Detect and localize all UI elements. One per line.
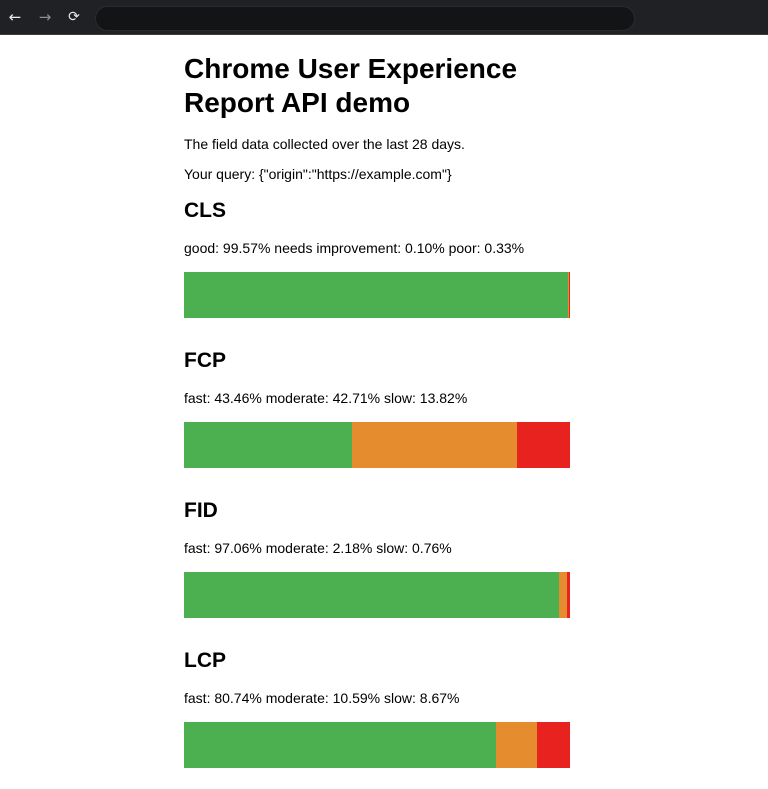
- forward-arrow-icon[interactable]: →: [38, 8, 52, 26]
- bar-segment-fast: [184, 722, 496, 768]
- page-title: Chrome User Experience Report API demo: [184, 53, 518, 118]
- metric-lcp: LCP fast: 80.74% moderate: 10.59% slow: …: [184, 648, 584, 768]
- metric-heading: LCP: [184, 649, 226, 672]
- page-content: Chrome User Experience Report API demo T…: [184, 52, 584, 768]
- metric-cls: CLS good: 99.57% needs improvement: 0.10…: [184, 198, 584, 318]
- page-description: The field data collected over the last 2…: [184, 136, 465, 152]
- bar-segment-moderate: [495, 722, 537, 768]
- metric-distribution-text: fast: 97.06% moderate: 2.18% slow: 0.76%: [184, 540, 452, 556]
- address-bar[interactable]: [95, 6, 635, 31]
- bar-segment-poor: [568, 272, 570, 318]
- bar-segment-fast: [184, 422, 352, 468]
- metric-heading: FCP: [184, 349, 226, 372]
- metric-distribution-text: fast: 43.46% moderate: 42.71% slow: 13.8…: [184, 390, 468, 406]
- metric-distribution-text: fast: 80.74% moderate: 10.59% slow: 8.67…: [184, 690, 460, 706]
- distribution-bar: [184, 422, 570, 468]
- metric-heading: CLS: [184, 199, 226, 222]
- bar-segment-slow: [567, 572, 570, 618]
- bar-segment-fast: [184, 572, 559, 618]
- distribution-bar: [184, 572, 570, 618]
- bar-segment-moderate: [351, 422, 517, 468]
- back-arrow-icon[interactable]: ←: [8, 8, 22, 26]
- bar-segment-slow: [536, 722, 570, 768]
- distribution-bar: [184, 272, 570, 318]
- metric-heading: FID: [184, 499, 218, 522]
- metric-fid: FID fast: 97.06% moderate: 2.18% slow: 0…: [184, 498, 584, 618]
- bar-segment-slow: [516, 422, 570, 468]
- reload-icon[interactable]: ⟳: [68, 9, 80, 25]
- metric-fcp: FCP fast: 43.46% moderate: 42.71% slow: …: [184, 348, 584, 468]
- bar-segment-good: [184, 272, 569, 318]
- metric-distribution-text: good: 99.57% needs improvement: 0.10% po…: [184, 240, 525, 256]
- query-text: Your query: {"origin":"https://example.c…: [184, 166, 452, 182]
- browser-toolbar: ← → ⟳: [0, 0, 768, 35]
- distribution-bar: [184, 722, 570, 768]
- bar-segment-moderate: [558, 572, 568, 618]
